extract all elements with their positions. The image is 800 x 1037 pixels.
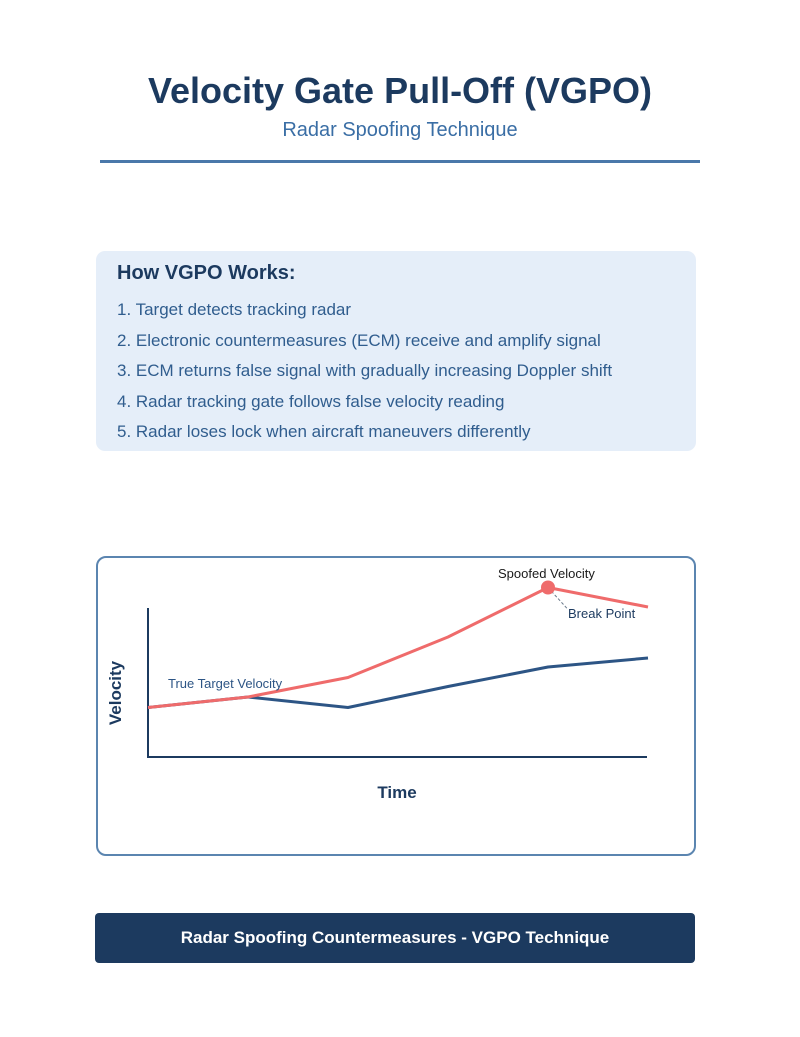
- velocity-chart: Time Velocity True Target Velocity Spoof…: [106, 566, 649, 802]
- velocity-chart-panel: Time Velocity True Target Velocity Spoof…: [96, 556, 696, 856]
- step-item: 2. Electronic countermeasures (ECM) rece…: [117, 330, 601, 350]
- how-it-works-panel: How VGPO Works: 1. Target detects tracki…: [96, 251, 696, 451]
- spoofed-velocity-label: Spoofed Velocity: [498, 566, 595, 581]
- break-point-label: Break Point: [568, 606, 636, 621]
- steps-list: 1. Target detects tracking radar 2. Elec…: [117, 300, 612, 453]
- footer-banner: Radar Spoofing Countermeasures - VGPO Te…: [95, 913, 695, 963]
- spoofed-velocity-line: [147, 586, 649, 709]
- y-axis-label: Velocity: [106, 660, 125, 725]
- x-axis-label: Time: [377, 783, 416, 802]
- true-velocity-label: True Target Velocity: [168, 676, 283, 691]
- step-item: 1. Target detects tracking radar: [117, 300, 352, 319]
- page-title: Velocity Gate Pull-Off (VGPO): [147, 70, 653, 111]
- step-item: 4. Radar tracking gate follows false vel…: [117, 391, 505, 411]
- step-item: 3. ECM returns false signal with gradual…: [117, 361, 613, 380]
- page-subtitle: Radar Spoofing Technique: [282, 119, 518, 141]
- how-it-works-heading: How VGPO Works:: [117, 262, 296, 284]
- step-item: 5. Radar loses lock when aircraft maneuv…: [117, 422, 531, 441]
- break-point-marker: [541, 580, 555, 595]
- title-divider: [100, 160, 700, 163]
